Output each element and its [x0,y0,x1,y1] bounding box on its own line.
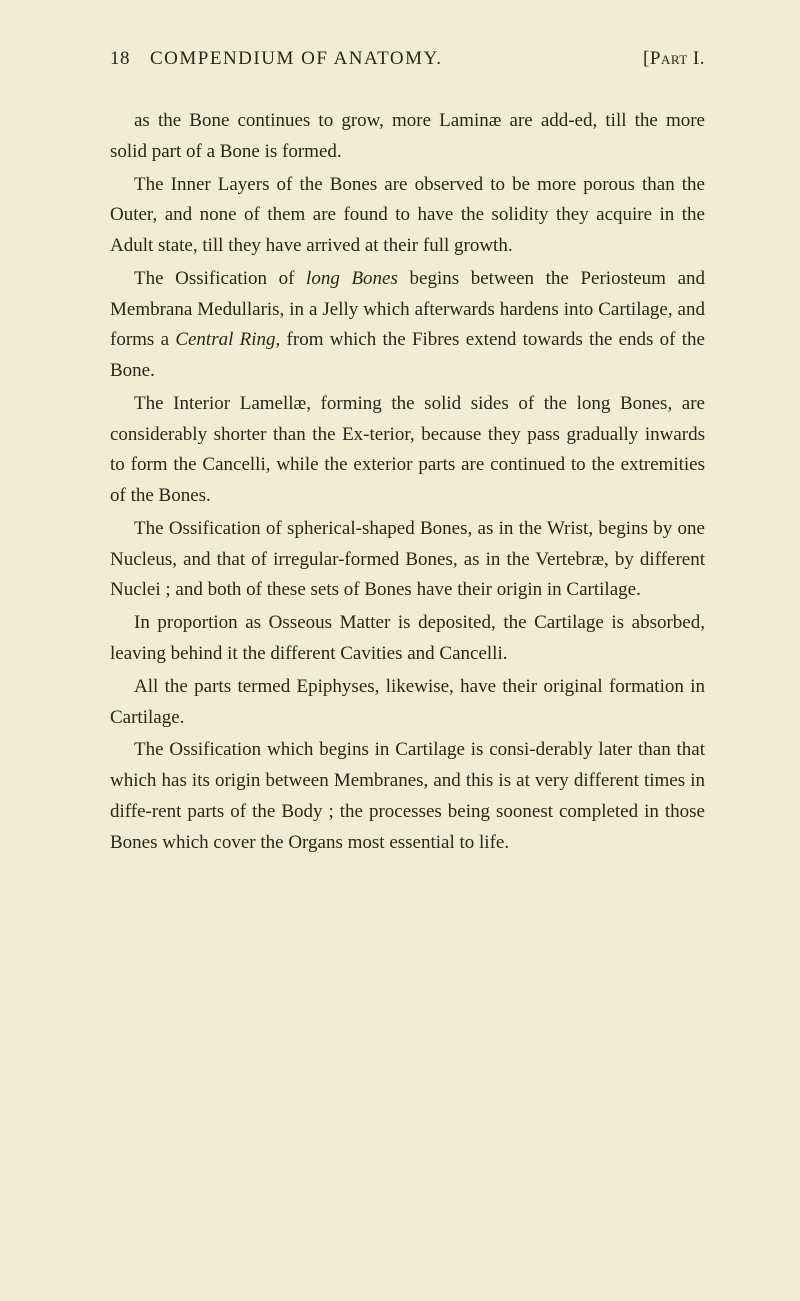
header-part: [Part I. [643,48,705,70]
text: In proportion as Osseous Matter is depos… [110,612,705,664]
page-header: 18 COMPENDIUM OF ANATOMY. [Part I. [110,48,705,70]
italic-text: long Bones [306,268,398,289]
text: The Ossification of spherical-shaped Bon… [110,518,705,601]
text: as the Bone continues to grow, more Lami… [110,110,705,162]
text: The Ossification of [134,268,306,289]
paragraph-5: The Ossification of spherical-shaped Bon… [110,514,705,606]
text: The Ossification which begins in Cartila… [110,739,705,852]
page-number: 18 [110,48,130,70]
header-title: COMPENDIUM OF ANATOMY. [150,48,443,70]
paragraph-1: as the Bone continues to grow, more Lami… [110,106,705,168]
text: All the parts termed Epiphyses, likewise… [110,676,705,728]
paragraph-6: In proportion as Osseous Matter is depos… [110,608,705,670]
paragraph-4: The Interior Lamellæ, forming the solid … [110,389,705,512]
body-text: as the Bone continues to grow, more Lami… [110,106,705,858]
paragraph-8: The Ossification which begins in Cartila… [110,735,705,858]
text: The Interior Lamellæ, forming the solid … [110,393,705,506]
paragraph-7: All the parts termed Epiphyses, likewise… [110,672,705,734]
text: The Inner Layers of the Bones are observ… [110,174,705,257]
paragraph-3: The Ossification of long Bones begins be… [110,264,705,387]
italic-text: Central Ring [175,329,275,350]
paragraph-2: The Inner Layers of the Bones are observ… [110,170,705,262]
